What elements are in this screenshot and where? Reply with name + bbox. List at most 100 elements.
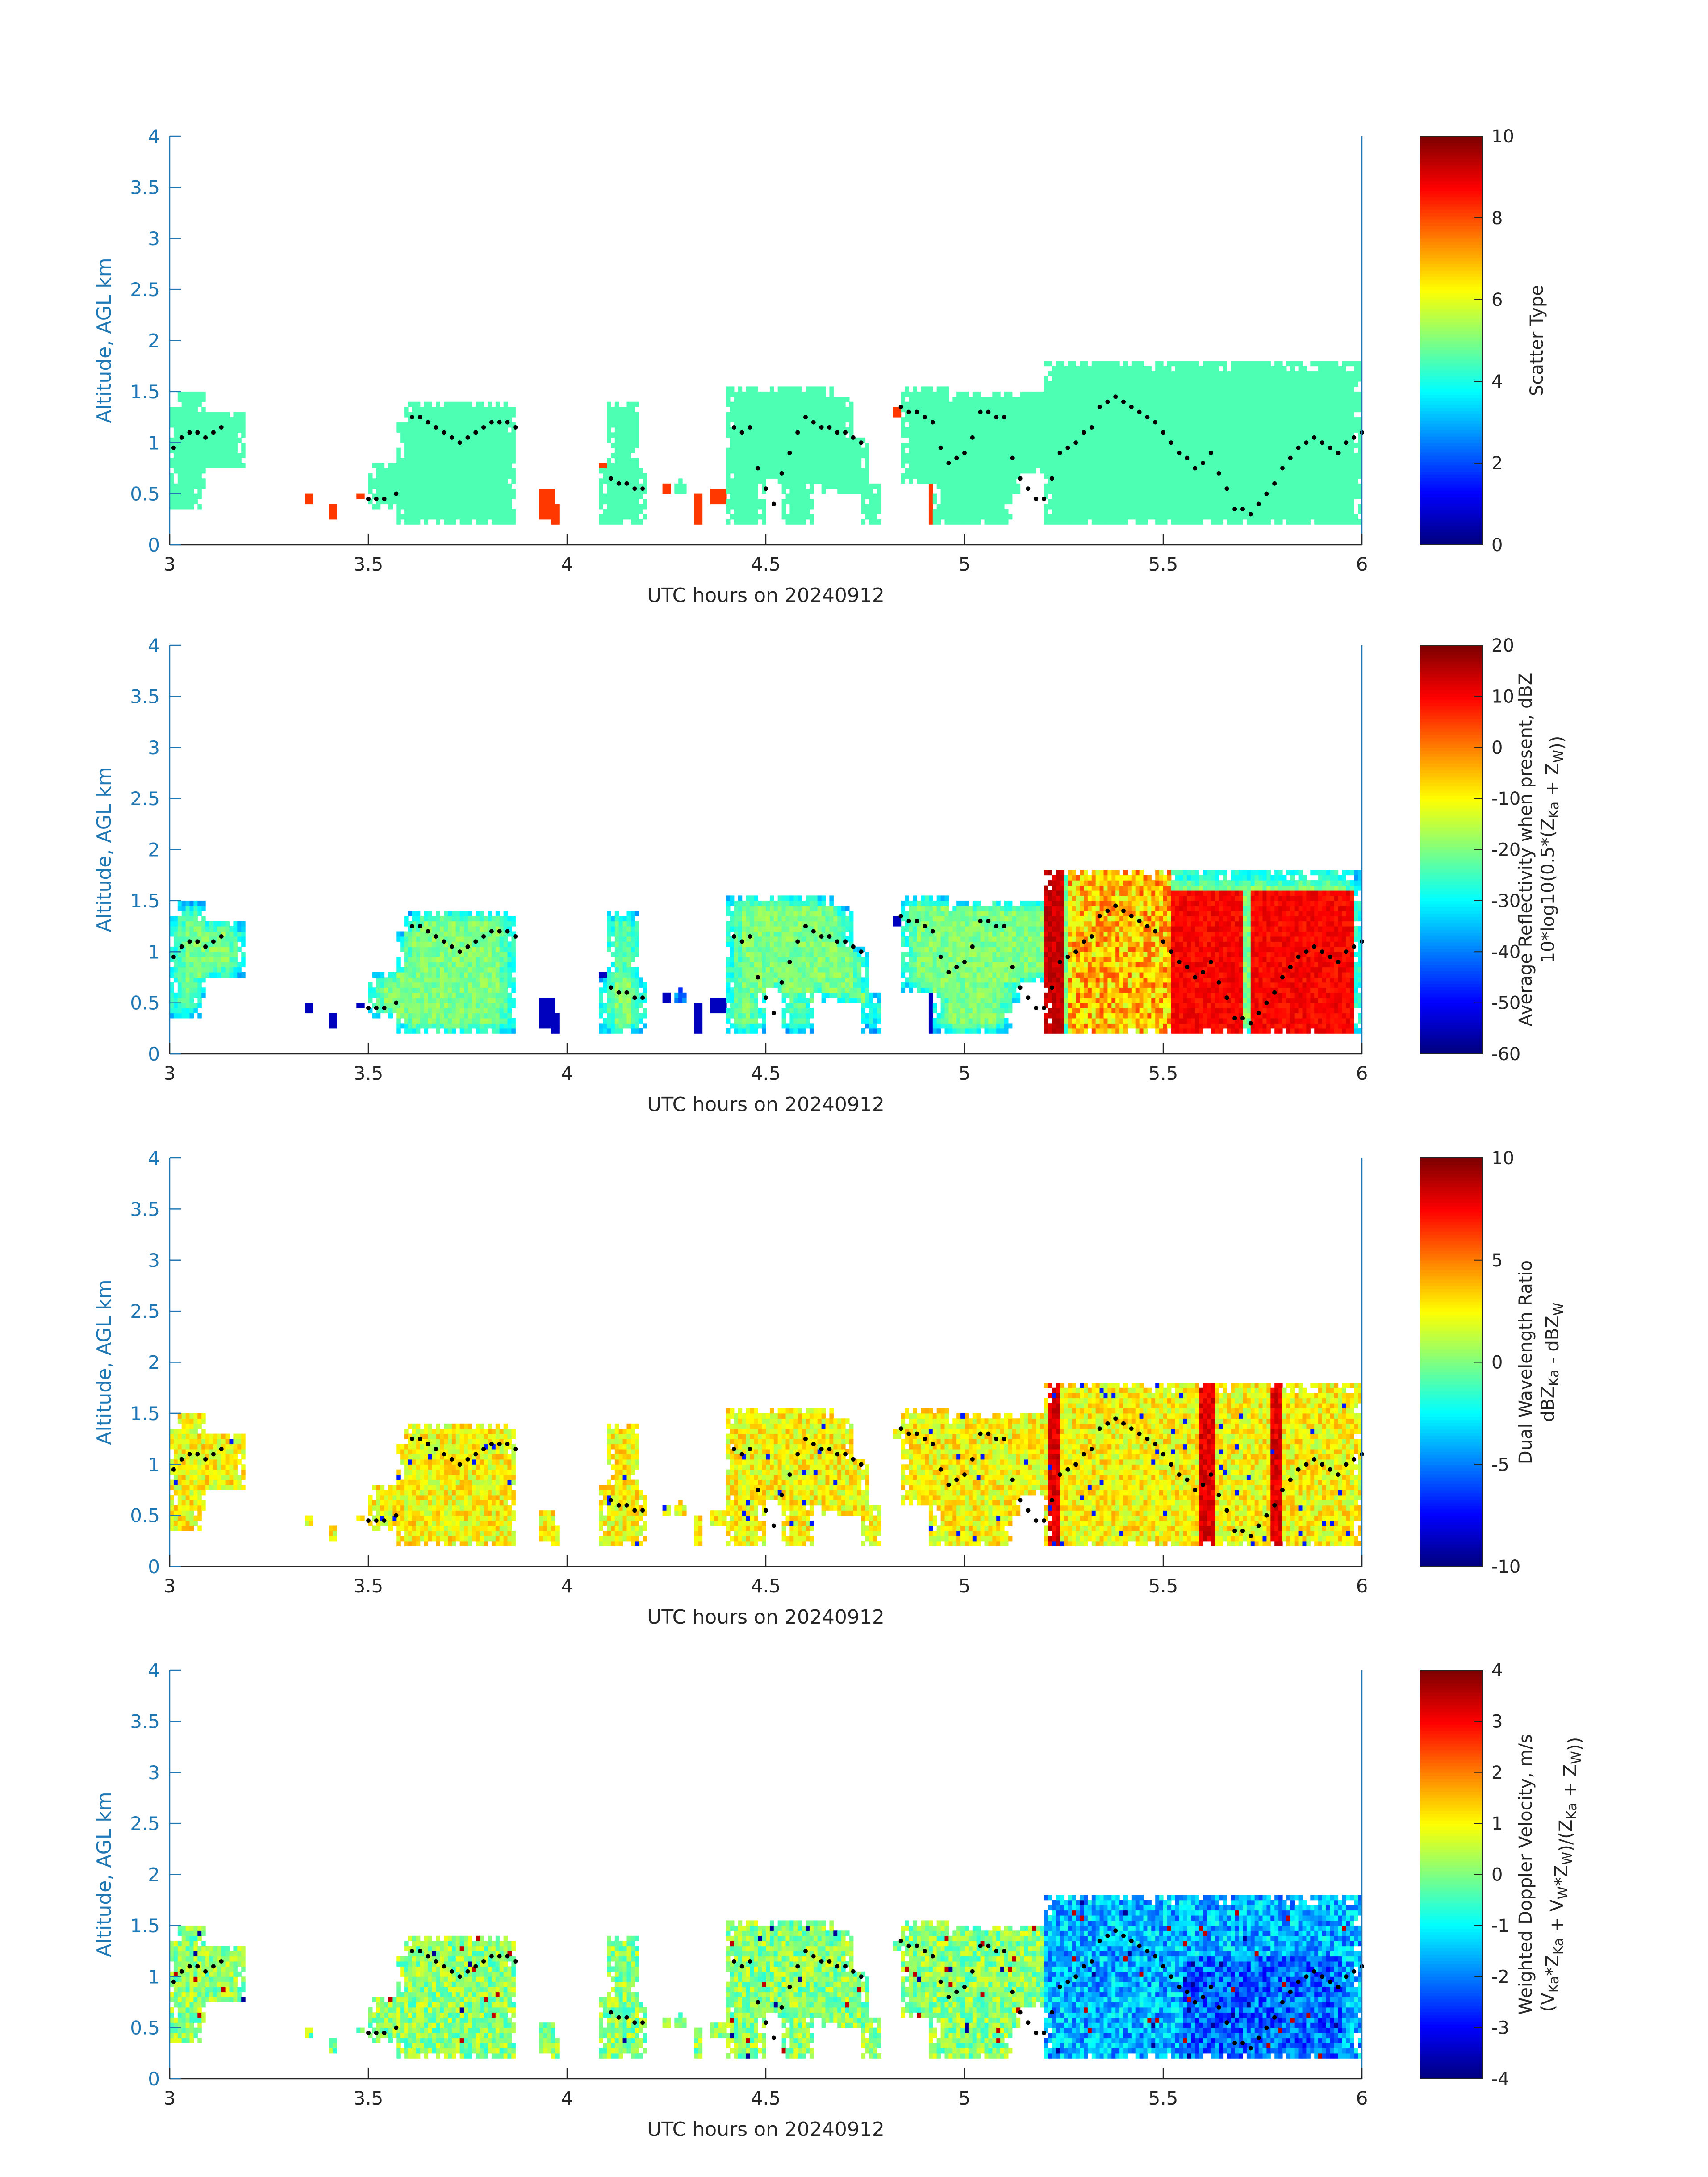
heatmap-cell <box>1223 412 1227 418</box>
heatmap-cell <box>742 443 747 448</box>
heatmap-cell <box>610 422 615 428</box>
heatmap-cell <box>1119 509 1124 514</box>
heatmap-cell <box>1243 458 1247 464</box>
heatmap-cell <box>420 422 425 428</box>
heatmap-cell <box>750 443 754 448</box>
heatmap-cell <box>1123 427 1128 433</box>
heatmap-cell <box>766 468 770 474</box>
heatmap-cell <box>488 509 492 514</box>
heatmap-cell <box>432 468 436 474</box>
heatmap-cell <box>980 443 985 448</box>
heatmap-cell <box>455 437 460 443</box>
heatmap-cell <box>1095 473 1100 479</box>
heatmap-cell <box>444 468 448 474</box>
heatmap-cell <box>1227 478 1231 484</box>
heatmap-cell <box>1171 386 1176 392</box>
heatmap-cell <box>857 458 862 464</box>
heatmap-cell <box>984 458 989 464</box>
heatmap-cell <box>1175 437 1180 443</box>
heatmap-cell <box>495 489 500 494</box>
heatmap-cell <box>1306 422 1311 428</box>
heatmap-cell <box>1183 381 1187 387</box>
heatmap-cell <box>940 473 945 479</box>
heatmap-cell <box>1040 458 1044 464</box>
heatmap-cell <box>1084 483 1088 489</box>
heatmap-cell <box>1235 473 1239 479</box>
heatmap-cell <box>1179 401 1184 407</box>
heatmap-cell <box>877 483 881 489</box>
heatmap-cell <box>1235 478 1239 484</box>
heatmap-cell <box>1028 412 1032 418</box>
heatmap-cell <box>181 458 186 464</box>
heatmap-cell <box>921 412 925 418</box>
heatmap-cell <box>1119 401 1124 407</box>
heatmap-cell <box>1127 473 1132 479</box>
heatmap-cell <box>432 509 436 514</box>
heatmap-cell <box>750 432 754 438</box>
heatmap-cell <box>1095 401 1100 407</box>
heatmap-cell <box>1087 427 1092 433</box>
heatmap-cell <box>925 463 929 468</box>
heatmap-cell <box>1060 361 1065 367</box>
heatmap-cell <box>1056 417 1061 423</box>
heatmap-cell <box>1099 427 1104 433</box>
heatmap-cell <box>626 407 631 413</box>
heatmap-cell <box>1123 453 1128 459</box>
heatmap-cell <box>396 504 401 510</box>
heatmap-cell <box>1064 453 1068 459</box>
heatmap-cell <box>484 493 488 499</box>
heatmap-cell <box>750 519 754 525</box>
heatmap-cell <box>217 417 222 423</box>
heatmap-cell <box>901 427 906 433</box>
heatmap-cell <box>189 493 194 499</box>
heatmap-cell <box>1147 468 1152 474</box>
heatmap-cell <box>980 473 985 479</box>
heatmap-cell <box>793 447 798 453</box>
heatmap-cell <box>614 443 619 448</box>
heatmap-cell <box>968 473 973 479</box>
heatmap-cell <box>1290 427 1295 433</box>
heatmap-cell <box>722 499 727 505</box>
heatmap-cell <box>1246 514 1251 520</box>
heatmap-cell <box>507 458 512 464</box>
heatmap-cell <box>1143 514 1148 520</box>
heatmap-cell <box>543 499 548 505</box>
heatmap-cell <box>499 447 504 453</box>
heatmap-cell <box>1179 381 1184 387</box>
heatmap-cell <box>1250 422 1255 428</box>
heatmap-cell <box>921 453 925 459</box>
heatmap-cell <box>769 447 774 453</box>
heatmap-cell <box>1246 447 1251 453</box>
heatmap-cell <box>996 447 1001 453</box>
heatmap-cell <box>1290 371 1295 377</box>
heatmap-cell <box>1179 478 1184 484</box>
heatmap-cell <box>1004 453 1009 459</box>
heatmap-cell <box>925 432 929 438</box>
heatmap-cell <box>1199 453 1203 459</box>
heatmap-cell <box>1219 427 1224 433</box>
heatmap-cell <box>972 422 977 428</box>
heatmap-cell <box>618 499 623 505</box>
heatmap-cell <box>1290 437 1295 443</box>
heatmap-cell <box>472 412 476 418</box>
heatmap-cell <box>631 422 635 428</box>
heatmap-cell <box>1195 478 1199 484</box>
heatmap-cell <box>1004 437 1009 443</box>
heatmap-cell <box>181 447 186 453</box>
heatmap-cell <box>1298 489 1303 494</box>
heatmap-cell <box>932 478 937 484</box>
heatmap-cell <box>988 412 993 418</box>
heatmap-cell <box>622 509 627 514</box>
heatmap-cell <box>1258 391 1263 397</box>
heatmap-cell <box>1099 493 1104 499</box>
heatmap-cell <box>1103 432 1108 438</box>
heatmap-cell <box>1044 401 1048 407</box>
heatmap-cell <box>376 463 381 468</box>
heatmap-cell <box>837 473 842 479</box>
heatmap-cell <box>610 412 615 418</box>
heatmap-cell <box>1068 401 1072 407</box>
heatmap-cell <box>1219 391 1224 397</box>
heatmap-cell <box>1191 381 1195 387</box>
heatmap-cell <box>1215 493 1219 499</box>
heatmap-cell <box>1199 473 1203 479</box>
